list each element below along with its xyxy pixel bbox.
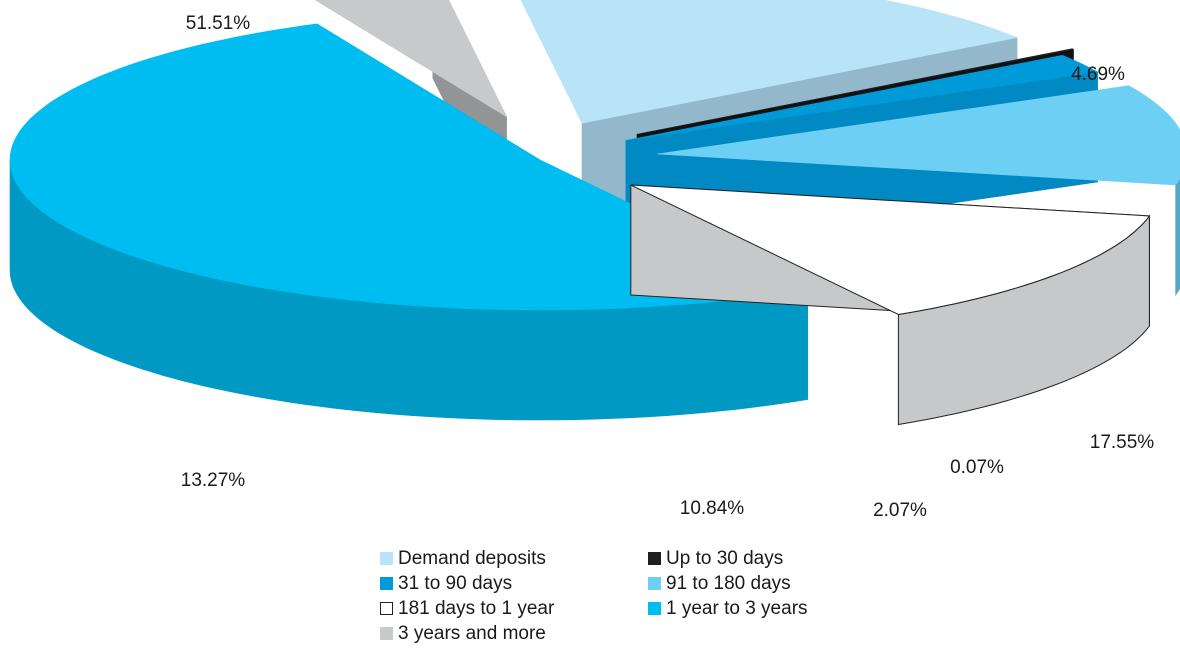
- slice-top: [520, 0, 1019, 124]
- legend-label: 3 years and more: [398, 623, 546, 644]
- legend-item: Demand deposits: [380, 547, 648, 570]
- data-label: 17.55%: [1090, 432, 1155, 453]
- slice-top: [656, 85, 1180, 186]
- legend-swatch: [648, 602, 661, 615]
- legend-swatch: [648, 552, 661, 565]
- legend-item: 31 to 90 days: [380, 572, 648, 595]
- legend: Demand deposits Up to 30 days 31 to 90 day…: [380, 547, 850, 645]
- slice-top: [625, 54, 1099, 141]
- slice-181-days-to-1-year: [630, 184, 1151, 426]
- slice-top: [314, 0, 508, 118]
- slice-outer-wall: [1175, 177, 1180, 296]
- legend-item: 1 year to 3 years: [648, 597, 848, 620]
- legend-swatch: [380, 627, 393, 640]
- slice-top: [636, 48, 1074, 135]
- legend-swatch: [648, 577, 661, 590]
- legend-label: 31 to 90 days: [398, 573, 513, 594]
- data-label: 10.84%: [680, 498, 745, 519]
- slice-top: [9, 23, 809, 311]
- legend-swatch: [380, 552, 393, 565]
- legend-label: 91 to 180 days: [666, 573, 791, 594]
- legend-item: 181 days to 1 year: [380, 597, 648, 620]
- slice-top: [630, 184, 1151, 316]
- legend-label: 1 year to 3 years: [666, 598, 808, 619]
- legend-label: 181 days to 1 year: [398, 598, 555, 619]
- legend-swatch: [380, 577, 393, 590]
- legend-item: 3 years and more: [380, 622, 648, 645]
- legend-label: Up to 30 days: [666, 548, 784, 569]
- legend-label: Demand deposits: [398, 548, 546, 569]
- data-label: 0.07%: [950, 457, 1004, 478]
- data-label: 13.27%: [181, 470, 246, 491]
- data-label: 4.69%: [1071, 64, 1125, 85]
- slice-91-to-180-days: [656, 85, 1180, 296]
- legend-swatch: [380, 602, 393, 615]
- legend-item: 91 to 180 days: [648, 572, 848, 595]
- legend-item: Up to 30 days: [648, 547, 848, 570]
- data-label: 51.51%: [186, 13, 251, 34]
- data-label: 2.07%: [873, 500, 927, 521]
